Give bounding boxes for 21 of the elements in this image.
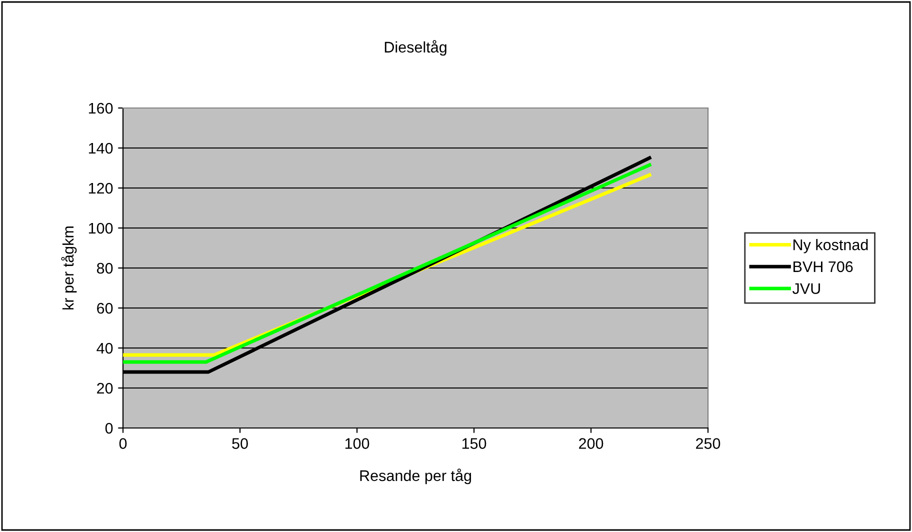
legend-label: BVH 706 <box>794 261 853 272</box>
x-tick-label: 50 <box>232 438 248 449</box>
y-tick-label: 140 <box>88 142 113 154</box>
x-tick-label: 200 <box>579 438 604 449</box>
y-tick-label: 0 <box>105 422 113 434</box>
y-axis-title: kr per tågkm <box>61 226 77 310</box>
x-axis-title: Resande per tåg <box>360 468 471 484</box>
y-tick-label: 120 <box>88 182 113 194</box>
x-tick-label: 100 <box>345 438 370 449</box>
y-tick-label: 160 <box>88 102 113 114</box>
y-tick-label: 60 <box>97 302 113 314</box>
x-tick-label: 0 <box>119 438 127 449</box>
legend-label: Ny kostnad <box>794 239 868 254</box>
x-tick-label: 150 <box>462 438 486 449</box>
legend-label: JVU <box>792 283 820 294</box>
y-tick-label: 80 <box>96 262 113 274</box>
chart-title: Dieseltåg <box>384 40 446 56</box>
y-tick-label: 40 <box>96 342 113 354</box>
x-tick-label: 250 <box>696 438 720 449</box>
y-tick-label: 20 <box>97 382 113 394</box>
y-tick-label: 100 <box>88 222 113 234</box>
